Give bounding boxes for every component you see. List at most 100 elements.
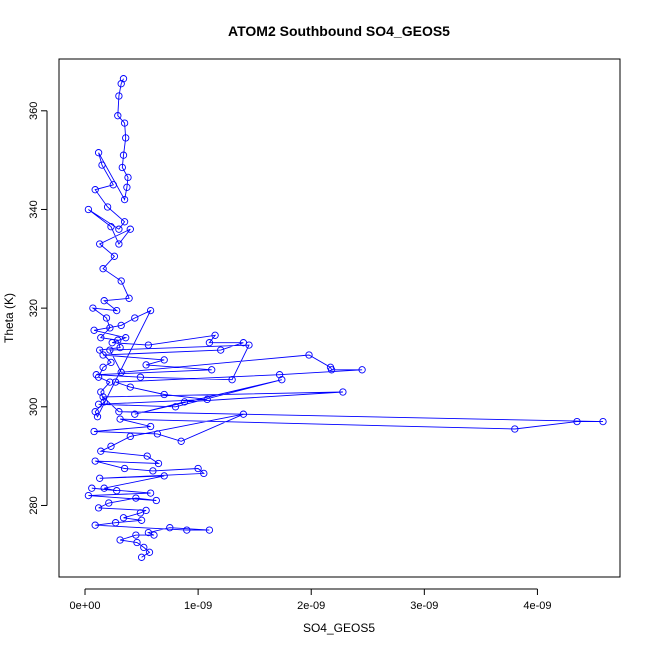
data-point [97, 388, 105, 396]
data-point [217, 346, 225, 354]
data-point [136, 373, 145, 381]
data-point [137, 553, 146, 561]
data-point [177, 437, 185, 445]
data-point [120, 464, 129, 473]
data-point [120, 218, 129, 226]
data-point [126, 225, 134, 233]
data-point [205, 339, 214, 347]
data-point [96, 474, 104, 482]
data-point [108, 339, 116, 347]
data-point [116, 536, 124, 544]
data-point [573, 417, 581, 426]
data-point [118, 163, 126, 172]
data-point [239, 410, 248, 418]
data-point [100, 297, 108, 305]
data-point [327, 366, 336, 374]
data-point [160, 390, 168, 399]
data-point [99, 393, 107, 401]
data-point [339, 388, 347, 396]
x-tick-label: 4e-09 [523, 600, 551, 612]
data-point [119, 514, 128, 522]
data-point [305, 351, 313, 359]
data-point [146, 422, 155, 431]
data-point [122, 334, 130, 342]
data-point [143, 452, 151, 460]
data-point [94, 149, 103, 157]
y-tick-label: 280 [28, 496, 40, 514]
data-point [125, 294, 133, 302]
x-tick-label: 3e-09 [410, 600, 438, 612]
data-point [122, 134, 130, 142]
data-point [146, 306, 155, 315]
data-point [160, 472, 168, 480]
data-point [94, 504, 103, 512]
data-point [150, 531, 158, 539]
data-point [153, 430, 162, 438]
data-point [132, 494, 140, 502]
data-point [275, 371, 284, 379]
data-point [111, 378, 120, 386]
data-point [90, 427, 98, 436]
data-point [84, 205, 93, 214]
x-tick-label: 1e-09 [184, 600, 212, 612]
data-point [599, 417, 607, 426]
data-point [119, 151, 128, 159]
data-point [97, 334, 105, 342]
data-point [117, 80, 125, 88]
data-point [131, 410, 139, 418]
data-point [126, 432, 134, 441]
x-tick-label: 0e+00 [70, 600, 101, 612]
data-point [88, 484, 96, 492]
y-axis: 280 300 320 340 360 [28, 102, 48, 515]
data-point [358, 366, 366, 374]
data-point [96, 240, 104, 248]
data-point [91, 521, 99, 529]
data-point [144, 341, 153, 349]
data-point [245, 341, 253, 349]
data-point [91, 457, 99, 465]
data-point [132, 531, 140, 539]
data-point [194, 464, 202, 473]
data-point [100, 484, 108, 492]
data-point [137, 516, 146, 524]
y-tick-label: 340 [28, 200, 40, 218]
x-axis: 0e+00 1e-09 2e-09 3e-09 4e-09 [70, 588, 552, 612]
data-point [146, 489, 155, 497]
data-point [106, 378, 114, 386]
data-point [211, 331, 219, 339]
data-point [140, 543, 148, 552]
data-point [115, 408, 123, 416]
data-point [93, 413, 102, 421]
data-point [84, 491, 93, 500]
y-tick-label: 300 [28, 398, 40, 416]
data-point [180, 398, 189, 406]
data-point [200, 469, 208, 478]
data-point [203, 395, 211, 404]
data-point [110, 252, 119, 260]
data-point [142, 361, 150, 369]
data-point [124, 173, 132, 182]
data-point [149, 467, 157, 475]
data-point [120, 195, 129, 204]
data-point [115, 225, 123, 233]
data-point [115, 240, 123, 248]
data-point [103, 203, 112, 211]
data-point [96, 346, 104, 354]
data-point [109, 181, 117, 189]
data-point [278, 376, 286, 384]
chart-title: ATOM2 Southbound SO4_GEOS5 [228, 23, 450, 39]
data-point [97, 447, 105, 455]
data-point [102, 314, 111, 322]
data-point [107, 358, 115, 367]
data-point [126, 383, 134, 391]
data-point [117, 277, 125, 285]
data-point [92, 371, 100, 379]
plot-frame [58, 58, 621, 578]
data-point [116, 415, 124, 423]
data-point [105, 499, 113, 507]
data-point [117, 321, 125, 330]
data-point [99, 363, 107, 371]
data-point [228, 376, 236, 384]
data-point [94, 400, 103, 408]
